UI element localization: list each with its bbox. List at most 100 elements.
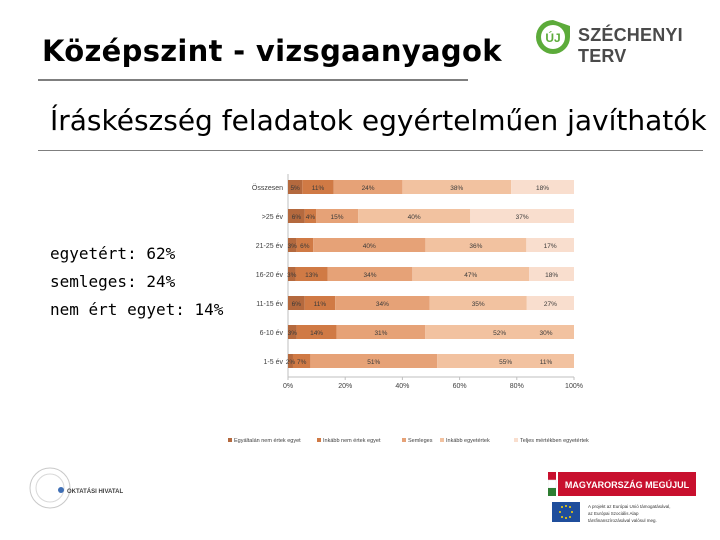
bar-segment [526, 296, 574, 310]
data-label: 40% [408, 214, 421, 221]
bar-segment [402, 180, 512, 194]
bar-segment [296, 238, 314, 252]
agency-name: OKTATÁSI HIVATAL [67, 488, 123, 495]
data-label: 11% [314, 301, 327, 308]
data-label: 24% [362, 185, 375, 192]
legend-swatch [514, 438, 518, 442]
data-label: 40% [363, 243, 376, 250]
data-label: 34% [364, 272, 377, 279]
data-label: 3% [288, 243, 298, 250]
bar-segment [316, 209, 359, 223]
legend-label: Teljes mértékben egyetértek [520, 438, 589, 444]
data-label: 18% [536, 185, 549, 192]
data-label: 34% [376, 301, 389, 308]
bar-segment [288, 238, 297, 252]
legend-label: Semleges [408, 438, 433, 444]
bar-segment [310, 354, 438, 368]
bar-segment [336, 325, 426, 339]
legend-label: Egyáltalán nem értek egyet [234, 438, 301, 444]
x-tick-label: 40% [395, 383, 409, 390]
bar-segment [292, 354, 311, 368]
stat-neutral: semleges: 24% [50, 272, 176, 291]
data-label: 55% [499, 359, 512, 366]
data-label: 6% [292, 214, 302, 221]
x-tick-label: 100% [565, 383, 583, 390]
bar-segment [288, 267, 296, 281]
oktatasi-hivatal-logo: OKTATÁSI HIVATAL [22, 466, 132, 526]
bar-segment [304, 296, 336, 310]
category-label: 6-10 év [260, 330, 284, 337]
data-label: 11% [312, 185, 325, 192]
bar-segment [412, 267, 530, 281]
data-label: 3% [288, 330, 298, 337]
bar-segment [288, 354, 293, 368]
data-label: 6% [292, 301, 302, 308]
bar-segment [333, 180, 403, 194]
bar-segment [529, 267, 574, 281]
data-label: 47% [464, 272, 477, 279]
x-tick-label: 60% [453, 383, 467, 390]
category-label: 1-5 év [264, 359, 284, 366]
data-label: 38% [450, 185, 463, 192]
category-label: 21-25 év [256, 243, 284, 250]
bar-segment [288, 296, 305, 310]
legend-swatch [440, 438, 444, 442]
bar-segment [425, 238, 527, 252]
legend-swatch [402, 438, 406, 442]
category-label: 16-20 év [256, 272, 284, 279]
data-label: 5% [290, 185, 300, 192]
eu-funding-notice: A projekt az Európai Unió támogatásával,… [548, 500, 698, 532]
bar-segment [470, 209, 574, 223]
eu-text-line-2: az Európai Szociális Alap [588, 511, 639, 516]
bar-segment [335, 296, 430, 310]
oktatasi-hivatal-emblem-icon: OKTATÁSI HIVATAL [29, 467, 123, 509]
bar-segment [304, 209, 317, 223]
data-label: 11% [540, 359, 553, 366]
title-divider [38, 79, 468, 81]
bar-segment [526, 238, 574, 252]
data-label: 6% [300, 243, 310, 250]
x-tick-label: 80% [510, 383, 524, 390]
eu-text-line-3: társfinanszírozásával valósul meg. [588, 518, 657, 523]
category-label: 11-15 év [256, 301, 283, 308]
subtitle-divider [38, 150, 703, 151]
x-tick-label: 0% [283, 383, 293, 390]
bar-segment [327, 267, 413, 281]
category-label: Összesen [252, 184, 283, 192]
bar-segment [296, 325, 337, 339]
data-label: 3% [287, 272, 297, 279]
eu-text-line-1: A projekt az Európai Unió támogatásával, [588, 504, 671, 509]
slide-subtitle: Íráskészség feladatok egyértelműen javít… [50, 104, 707, 137]
data-label: 4% [306, 214, 316, 221]
magyarorszag-megujul-banner: MAGYARORSZÁG MEGÚJUL [547, 470, 698, 500]
stat-agree: egyetért: 62% [50, 244, 176, 263]
bar-segment [425, 325, 574, 339]
eu-flag-icon [552, 502, 580, 522]
logo-badge-text: ÚJ [545, 30, 560, 45]
szechenyi-badge-icon: ÚJ [536, 20, 570, 54]
bar-segment [437, 354, 574, 368]
data-label: 37% [516, 214, 529, 221]
data-label: 36% [469, 243, 482, 250]
stat-disagree: nem ért egyet: 14% [50, 300, 224, 319]
legend-label: Inkább egyetértek [446, 438, 490, 444]
data-label: 52% [493, 330, 506, 337]
bar-segment [358, 209, 471, 223]
data-label: 31% [374, 330, 387, 337]
legend-label: Inkább nem értek egyet [323, 438, 381, 444]
data-label: 27% [544, 301, 557, 308]
legend-swatch [228, 438, 232, 442]
logo-text: SZÉCHENYI TERV [578, 25, 683, 66]
data-label: 15% [331, 214, 344, 221]
bar-segment [302, 180, 334, 194]
bar-segment [511, 180, 574, 194]
data-label: 30% [539, 330, 552, 337]
bar-segment [429, 296, 527, 310]
bar-segment [288, 180, 303, 194]
szechenyi-logo: ÚJ SZÉCHENYI TERV [534, 18, 694, 66]
data-label: 2% [286, 359, 296, 366]
bar-segment [295, 267, 328, 281]
bar-segment [288, 325, 297, 339]
data-label: 14% [310, 330, 323, 337]
